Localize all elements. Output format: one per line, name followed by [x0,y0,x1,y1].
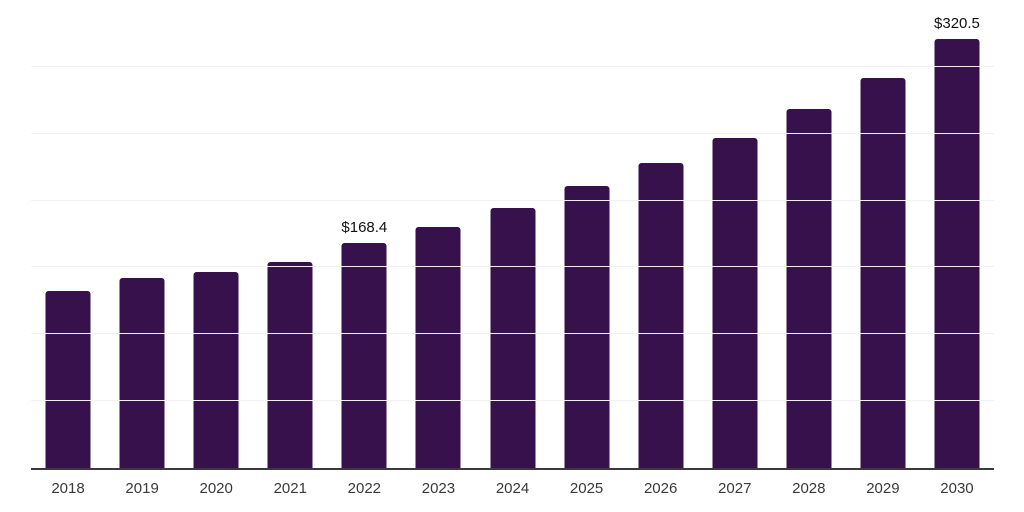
bar-slot-2025 [550,0,624,468]
bar-2030 [934,39,980,468]
x-tick-label-2027: 2027 [718,480,752,497]
x-tick-label-2030: 2030 [940,480,974,497]
x-tick-label-2029: 2029 [866,480,900,497]
bar-slot-2026 [624,0,698,468]
gridline-250 [31,132,994,134]
bar-2027 [712,138,758,468]
bar-slot-2022: $168.4 [327,0,401,468]
x-tick-label-2022: 2022 [347,480,382,497]
bars-row: $168.4 $320.5 [31,0,994,468]
bar-2018 [45,290,91,468]
gridline-50 [31,400,994,402]
bar-slot-2023 [401,0,475,468]
bar-2029 [860,77,906,468]
gridline-100 [31,333,994,335]
bar-2020 [193,271,239,468]
x-tick-label-2025: 2025 [569,480,604,497]
bar-slot-2020 [179,0,253,468]
bar-2021 [267,262,313,468]
bar-2024 [490,208,535,468]
bar-2028 [786,108,832,468]
bar-slot-2019 [105,0,179,468]
bar-slot-2018 [31,0,105,468]
x-tick-label-2021: 2021 [273,480,307,497]
gridline-300 [31,65,994,67]
x-axis: 2018 2019 2020 2021 2022 2023 2024 2025 2026 2027… [31,480,994,497]
bar-2019 [119,277,165,468]
x-tick-label-2018: 2018 [51,480,85,497]
bar-2022 [341,242,387,468]
x-tick-label-2019: 2019 [125,480,159,497]
x-tick-label-2023: 2023 [421,480,456,497]
bar-2025 [564,186,610,468]
gridline-200 [31,199,994,201]
x-tick-label-2026: 2026 [643,480,678,497]
bar-slot-2024 [475,0,549,468]
plot-area: $168.4 $320.5 [31,0,994,470]
bar-value-label-2022: $168.4 [341,218,388,236]
bar-slot-2021 [253,0,327,468]
bar-slot-2029 [846,0,920,468]
bar-slot-2028 [772,0,846,468]
bar-slot-2027 [698,0,772,468]
x-tick-label-2024: 2024 [495,480,530,497]
bar-2023 [415,226,461,468]
bar-slot-2030: $320.5 [920,0,994,468]
x-tick-label-2028: 2028 [792,480,826,497]
bar-value-label-2030: $320.5 [934,15,980,33]
x-tick-label-2020: 2020 [199,480,233,497]
gridline-150 [31,266,994,268]
bar-2026 [638,163,684,468]
